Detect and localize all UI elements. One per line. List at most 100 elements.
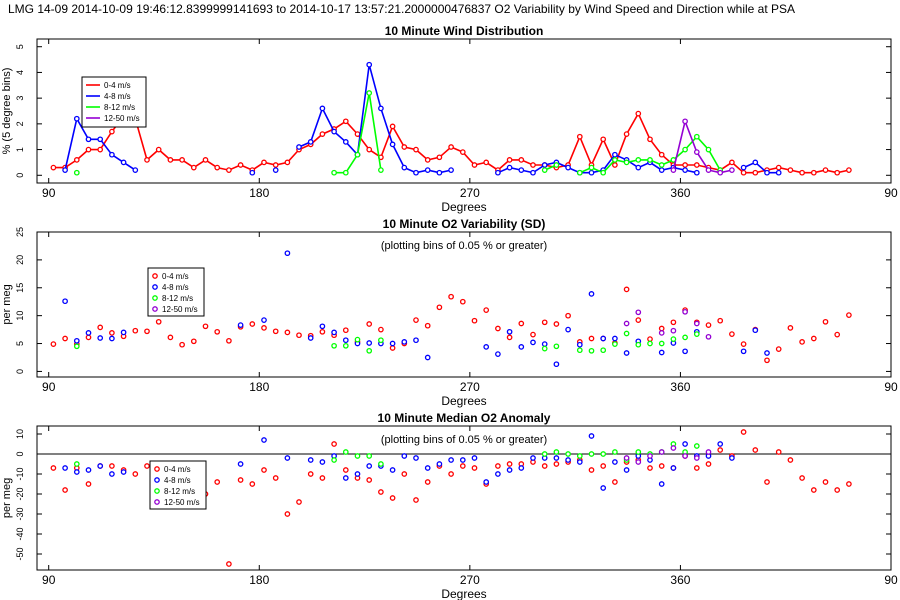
data-point: [682, 348, 688, 355]
data-point: [62, 487, 68, 493]
data-point: [424, 167, 431, 173]
data-point: [366, 477, 373, 483]
data-point: [237, 461, 244, 467]
legend-label: 12-50 m/s: [162, 305, 198, 314]
data-point: [85, 334, 92, 341]
data-point: [541, 463, 548, 469]
data-point: [342, 327, 349, 334]
data-point: [705, 167, 712, 173]
legend-label: 0-4 m/s: [164, 465, 191, 474]
x-tick-label: 90: [42, 186, 56, 200]
data-point: [717, 317, 724, 324]
data-point: [623, 131, 630, 137]
data-point: [600, 463, 607, 469]
series-0-4-m-s: [50, 286, 852, 364]
data-point: [132, 471, 139, 477]
y-tick-label: 0: [15, 451, 25, 456]
data-point: [518, 344, 525, 350]
data-point: [764, 350, 770, 356]
data-point: [413, 337, 419, 344]
data-point: [319, 323, 326, 330]
data-point: [319, 459, 326, 465]
data-point: [588, 467, 595, 473]
chart-annotation: (plotting bins of 0.05 % or greater): [381, 434, 547, 446]
data-point: [50, 164, 57, 171]
data-point: [378, 167, 384, 173]
data-point: [576, 133, 583, 140]
data-point: [307, 335, 314, 341]
data-point: [612, 459, 618, 465]
data-point: [752, 327, 759, 334]
data-point: [132, 327, 139, 334]
data-point: [787, 325, 794, 331]
data-point: [553, 449, 560, 455]
data-point: [647, 336, 653, 342]
data-point: [729, 167, 735, 173]
legend-label: 8-12 m/s: [164, 487, 195, 496]
data-point: [682, 146, 688, 153]
data-point: [600, 169, 607, 176]
data-point: [600, 136, 607, 143]
data-point: [693, 169, 700, 176]
data-point: [612, 479, 618, 485]
y-tick-label: -20: [15, 487, 25, 500]
data-point: [226, 337, 232, 344]
data-point: [506, 328, 513, 335]
data-point: [331, 329, 337, 336]
data-point: [73, 115, 80, 122]
data-point: [541, 162, 548, 168]
x-tick-label: 270: [460, 186, 480, 200]
data-point: [658, 162, 665, 168]
data-point: [389, 345, 396, 351]
data-point: [764, 169, 770, 176]
data-point: [834, 331, 841, 338]
data-point: [588, 347, 595, 354]
data-point: [752, 447, 759, 453]
data-point: [810, 335, 817, 342]
y-tick-label: 1: [15, 147, 25, 152]
data-point: [518, 465, 525, 471]
data-point: [588, 291, 595, 297]
data-point: [73, 461, 80, 467]
data-point: [541, 167, 548, 173]
data-point: [401, 471, 408, 477]
y-axis-label: % (5 degree bins): [1, 68, 13, 155]
data-point: [190, 164, 197, 171]
data-point: [600, 485, 607, 491]
y-tick-label: 10: [15, 429, 25, 439]
data-point: [261, 437, 267, 443]
data-point: [319, 328, 326, 335]
legend-label: 8-12 m/s: [162, 294, 193, 303]
data-point: [272, 167, 279, 173]
data-point: [612, 341, 618, 347]
y-tick-label: 15: [15, 283, 25, 293]
data-point: [401, 144, 408, 150]
data-point: [144, 328, 150, 335]
x-axis-label: Degrees: [441, 200, 486, 214]
data-point: [319, 131, 326, 137]
data-point: [448, 457, 454, 463]
series-8-12-m-s: [73, 330, 700, 354]
legend-swatch: [154, 466, 160, 472]
data-point: [331, 457, 337, 463]
data-point: [541, 451, 548, 457]
data-point: [834, 487, 841, 493]
data-point: [284, 329, 291, 336]
data-point: [541, 341, 548, 347]
data-point: [214, 479, 221, 485]
data-point: [167, 157, 174, 163]
data-point: [471, 465, 478, 471]
data-point: [436, 169, 443, 176]
data-point: [670, 327, 677, 334]
data-point: [342, 169, 349, 176]
data-point: [448, 293, 454, 300]
data-point: [331, 441, 337, 447]
data-point: [822, 167, 829, 173]
data-point: [682, 162, 688, 168]
data-point: [612, 335, 618, 342]
data-point: [682, 453, 688, 459]
data-point: [670, 167, 677, 173]
data-point: [424, 465, 431, 471]
data-point: [109, 471, 115, 477]
data-point: [623, 467, 630, 473]
